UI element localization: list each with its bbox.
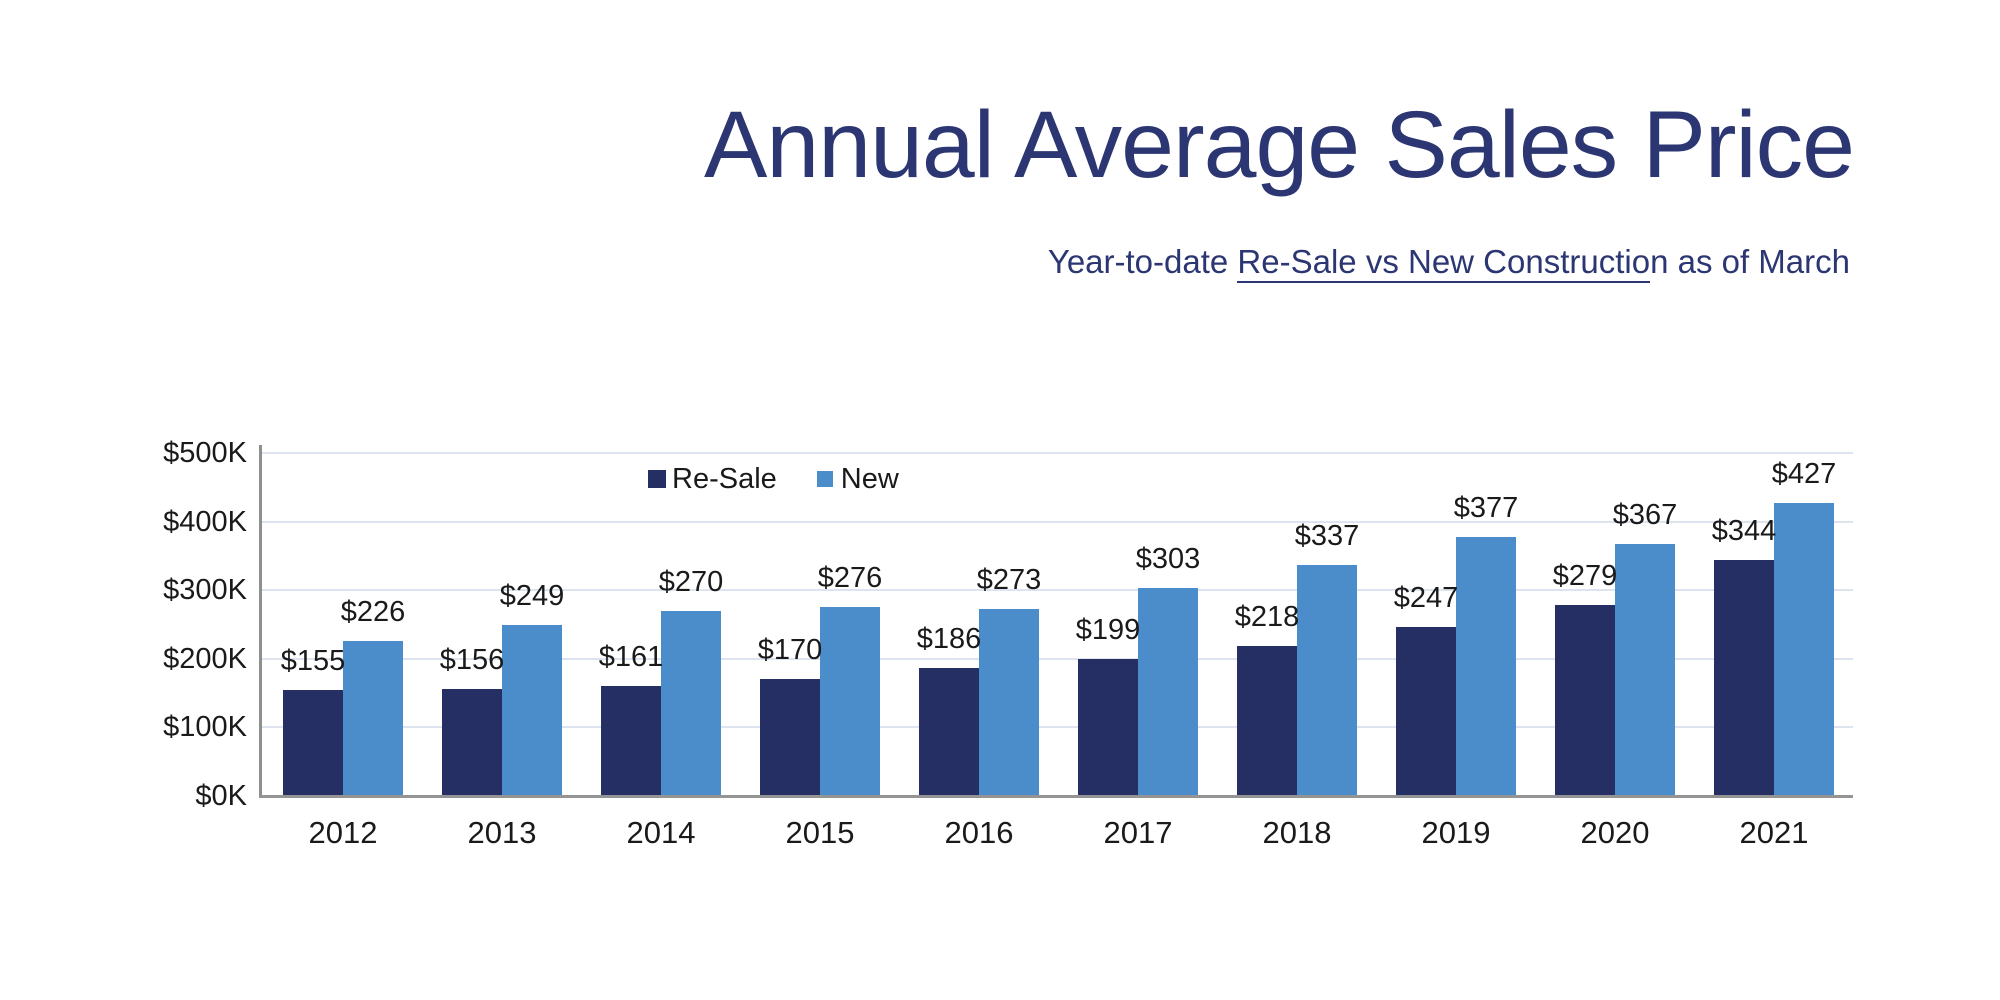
chart-title: Annual Average Sales Price [704,92,1855,198]
bar-value-label-new-2013: $249 [499,580,565,612]
legend-swatch-resale [648,470,666,488]
legend: Re-Sale New [648,463,899,495]
bar-value-label-resale-2015: $170 [757,634,823,666]
x-tick-2021: 2021 [1739,815,1809,850]
bar-value-label-new-2015: $276 [817,562,883,594]
y-tick-100K: $100K [163,711,247,744]
bar-value-label-new-2012: $226 [340,596,406,628]
legend-swatch-new [816,471,833,487]
x-tick-2013: 2013 [467,815,537,850]
y-tick-200K: $200K [163,642,247,675]
bar-new-2013 [502,625,562,796]
gridline [262,726,1853,729]
bar-value-label-resale-2020: $279 [1552,560,1618,592]
x-tick-2017: 2017 [1103,815,1173,850]
bar-new-2021 [1774,503,1834,796]
bar-value-label-resale-2018: $218 [1234,601,1300,633]
bar-value-label-resale-2019: $247 [1393,582,1459,614]
bar-value-label-new-2019: $377 [1453,492,1519,524]
bar-value-label-new-2021: $427 [1771,458,1837,490]
bar-new-2012 [343,641,403,796]
bar-new-2019 [1456,537,1516,796]
bar-resale-2014 [601,686,661,796]
gridline [262,520,1853,523]
chart-subtitle: Year-to-date Re-Sale vs New Construction… [1047,242,1850,283]
bar-resale-2013 [442,689,502,796]
y-axis-line [259,445,262,797]
bar-value-label-resale-2014: $161 [598,641,664,673]
y-tick-0K: $0K [195,780,247,812]
y-tick-300K: $300K [163,574,247,607]
x-tick-2019: 2019 [1421,815,1491,850]
bar-new-2016 [979,609,1039,796]
subtitle-underlined-text: Re-Sale vs New Constructio [1237,243,1651,283]
bar-value-label-new-2017: $303 [1135,543,1201,575]
plot-area: Re-Sale New $155 $226 $156 $249 $161 $270 $170… [262,452,1853,796]
subtitle-suffix: n as of March [1650,243,1850,280]
bar-resale-2012 [283,690,343,796]
gridline [262,452,1853,454]
bar-new-2020 [1615,544,1675,796]
bar-value-label-resale-2013: $156 [439,644,505,676]
x-axis-line [259,795,1853,798]
gridline [262,657,1853,660]
y-tick-400K: $400K [163,505,247,538]
bar-new-2017 [1138,588,1198,796]
bar-resale-2018 [1237,646,1297,796]
x-tick-2018: 2018 [1262,815,1332,850]
x-tick-2016: 2016 [944,815,1014,850]
bar-resale-2017 [1078,659,1138,796]
bar-resale-2019 [1396,627,1456,796]
x-tick-2012: 2012 [308,815,378,850]
bar-new-2015 [820,607,880,796]
bar-resale-2016 [919,668,979,796]
bar-new-2014 [661,611,721,796]
bar-resale-2021 [1714,560,1774,796]
x-tick-2014: 2014 [626,815,696,850]
y-tick-500K: $500K [163,437,247,469]
x-tick-2020: 2020 [1580,815,1650,850]
bar-value-label-new-2018: $337 [1294,520,1360,552]
bar-value-label-new-2020: $367 [1612,499,1678,531]
bar-value-label-resale-2012: $155 [280,645,346,677]
bar-value-label-resale-2021: $344 [1711,515,1777,547]
legend-label-new: New [840,463,899,495]
legend-label-resale: Re-Sale [672,463,777,495]
subtitle-prefix: Year-to-date [1047,243,1238,280]
bar-value-label-new-2014: $270 [658,566,724,598]
bar-resale-2020 [1555,605,1615,796]
bar-value-label-resale-2017: $199 [1075,614,1141,646]
bar-resale-2015 [760,679,820,796]
bar-new-2018 [1297,565,1357,796]
bar-value-label-new-2016: $273 [976,564,1042,596]
gridline [262,589,1853,592]
x-tick-2015: 2015 [785,815,855,850]
bar-value-label-resale-2016: $186 [916,623,982,655]
